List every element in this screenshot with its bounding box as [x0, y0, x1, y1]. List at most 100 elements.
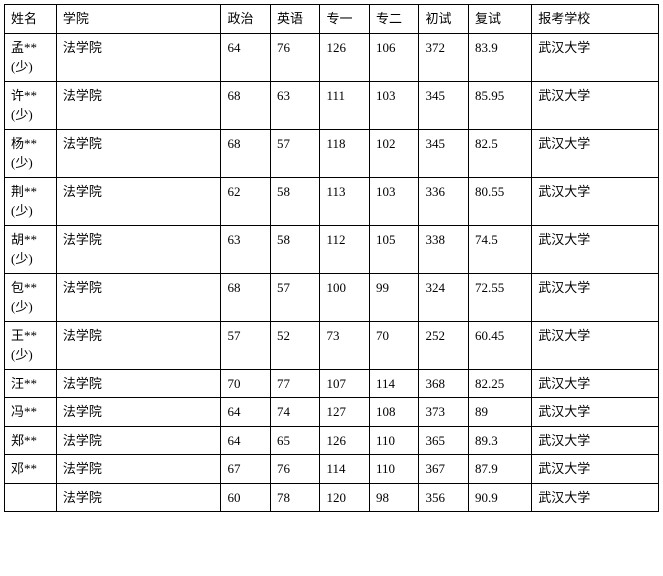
- table-header-cell: 专二: [369, 5, 419, 34]
- table-cell: 73: [320, 321, 370, 369]
- table-header-cell: 专一: [320, 5, 370, 34]
- table-cell: 武汉大学: [532, 369, 659, 398]
- table-cell: 法学院: [56, 273, 221, 321]
- table-cell: 法学院: [56, 369, 221, 398]
- table-cell: 78: [270, 483, 320, 512]
- table-cell: 68: [221, 273, 271, 321]
- table-cell: 105: [369, 225, 419, 273]
- table-row: 杨**(少)法学院685711810234582.5武汉大学: [5, 129, 659, 177]
- table-cell: 胡**(少): [5, 225, 57, 273]
- table-cell: 64: [221, 33, 271, 81]
- table-cell: 72.55: [468, 273, 531, 321]
- table-cell: 法学院: [56, 483, 221, 512]
- table-cell: 111: [320, 81, 370, 129]
- table-cell: 77: [270, 369, 320, 398]
- table-cell: 63: [270, 81, 320, 129]
- table-cell: 武汉大学: [532, 455, 659, 484]
- table-cell: 70: [369, 321, 419, 369]
- table-cell: 64: [221, 426, 271, 455]
- table-header-cell: 学院: [56, 5, 221, 34]
- table-cell: 82.25: [468, 369, 531, 398]
- table-cell: 110: [369, 455, 419, 484]
- table-cell: 57: [270, 273, 320, 321]
- table-row: 法学院60781209835690.9武汉大学: [5, 483, 659, 512]
- table-cell: 83.9: [468, 33, 531, 81]
- table-row: 许**(少)法学院686311110334585.95武汉大学: [5, 81, 659, 129]
- table-cell: 338: [419, 225, 469, 273]
- table-cell: 武汉大学: [532, 426, 659, 455]
- table-cell: 武汉大学: [532, 398, 659, 427]
- table-cell: 68: [221, 81, 271, 129]
- table-header-row: 姓名学院政治英语专一专二初试复试报考学校: [5, 5, 659, 34]
- table-cell: 许**(少): [5, 81, 57, 129]
- table-cell: 373: [419, 398, 469, 427]
- table-cell: 85.95: [468, 81, 531, 129]
- table-cell: 57: [270, 129, 320, 177]
- table-cell: 74.5: [468, 225, 531, 273]
- table-cell: 杨**(少): [5, 129, 57, 177]
- table-cell: 武汉大学: [532, 273, 659, 321]
- table-cell: 57: [221, 321, 271, 369]
- table-cell: 孟**(少): [5, 33, 57, 81]
- table-header-cell: 报考学校: [532, 5, 659, 34]
- table-cell: 372: [419, 33, 469, 81]
- table-cell: 100: [320, 273, 370, 321]
- table-cell: 103: [369, 177, 419, 225]
- table-cell: 76: [270, 455, 320, 484]
- table-cell: 武汉大学: [532, 81, 659, 129]
- table-cell: 107: [320, 369, 370, 398]
- table-cell: 90.9: [468, 483, 531, 512]
- table-cell: 336: [419, 177, 469, 225]
- table-cell: 114: [369, 369, 419, 398]
- table-cell: 法学院: [56, 177, 221, 225]
- table-row: 包**(少)法学院68571009932472.55武汉大学: [5, 273, 659, 321]
- table-cell: 98: [369, 483, 419, 512]
- table-cell: 王**(少): [5, 321, 57, 369]
- table-row: 荆**(少)法学院625811310333680.55武汉大学: [5, 177, 659, 225]
- table-cell: 126: [320, 426, 370, 455]
- table-body: 姓名学院政治英语专一专二初试复试报考学校孟**(少)法学院64761261063…: [5, 5, 659, 512]
- table-row: 孟**(少)法学院647612610637283.9武汉大学: [5, 33, 659, 81]
- scores-table: 姓名学院政治英语专一专二初试复试报考学校孟**(少)法学院64761261063…: [4, 4, 659, 512]
- table-cell: 356: [419, 483, 469, 512]
- table-cell: 65: [270, 426, 320, 455]
- table-cell: 武汉大学: [532, 225, 659, 273]
- table-cell: 武汉大学: [532, 177, 659, 225]
- table-cell: 367: [419, 455, 469, 484]
- table-cell: 89: [468, 398, 531, 427]
- table-cell: 345: [419, 129, 469, 177]
- table-cell: 103: [369, 81, 419, 129]
- table-cell: 法学院: [56, 225, 221, 273]
- table-cell: 冯**: [5, 398, 57, 427]
- table-cell: 87.9: [468, 455, 531, 484]
- table-cell: 70: [221, 369, 271, 398]
- table-cell: 武汉大学: [532, 33, 659, 81]
- table-row: 王**(少)法学院5752737025260.45武汉大学: [5, 321, 659, 369]
- table-cell: 368: [419, 369, 469, 398]
- table-cell: 89.3: [468, 426, 531, 455]
- table-cell: 法学院: [56, 426, 221, 455]
- table-cell: 60.45: [468, 321, 531, 369]
- table-cell: 127: [320, 398, 370, 427]
- table-row: 冯**法学院647412710837389武汉大学: [5, 398, 659, 427]
- table-cell: 法学院: [56, 398, 221, 427]
- table-cell: 108: [369, 398, 419, 427]
- table-cell: 法学院: [56, 321, 221, 369]
- table-header-cell: 初试: [419, 5, 469, 34]
- table-cell: 64: [221, 398, 271, 427]
- table-cell: 包**(少): [5, 273, 57, 321]
- table-row: 郑**法学院646512611036589.3武汉大学: [5, 426, 659, 455]
- table-cell: 62: [221, 177, 271, 225]
- table-cell: 法学院: [56, 81, 221, 129]
- table-cell: 365: [419, 426, 469, 455]
- table-cell: 102: [369, 129, 419, 177]
- table-cell: 68: [221, 129, 271, 177]
- table-cell: 118: [320, 129, 370, 177]
- table-cell: 58: [270, 177, 320, 225]
- table-cell: 345: [419, 81, 469, 129]
- table-cell: 114: [320, 455, 370, 484]
- table-cell: 252: [419, 321, 469, 369]
- table-cell: 126: [320, 33, 370, 81]
- table-cell: 110: [369, 426, 419, 455]
- table-cell: 67: [221, 455, 271, 484]
